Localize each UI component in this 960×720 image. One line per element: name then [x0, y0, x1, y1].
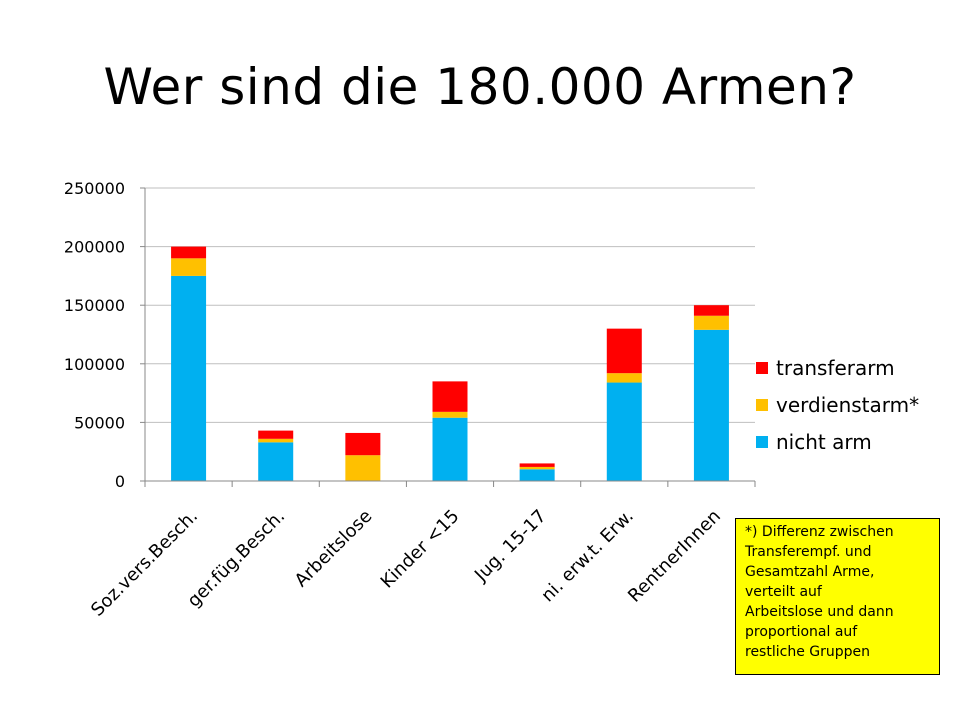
- bar-transferarm: [693, 305, 729, 316]
- bar-transferarm: [258, 430, 294, 439]
- bar-transferarm: [606, 328, 642, 374]
- bar-nicht-arm: [519, 469, 555, 481]
- gridlines: [145, 187, 755, 423]
- legend-swatch: [756, 362, 768, 374]
- y-tick-label: 150000: [64, 296, 125, 315]
- x-tick-labels: Soz.vers.Besch.ger.füg.Besch. Arbeitslose…: [87, 506, 725, 621]
- y-tick-label: 100000: [64, 355, 125, 374]
- x-tick-label: Jug. 15-17: [470, 506, 551, 587]
- bar-nicht-arm: [693, 329, 729, 481]
- y-tick-label: 250000: [64, 179, 125, 198]
- bar-verdienstarm: [258, 438, 294, 443]
- legend-label: transferarm: [776, 356, 895, 380]
- bar-verdienstarm: [519, 466, 555, 470]
- y-tick-label: 200000: [64, 238, 125, 257]
- bars: [171, 246, 729, 481]
- legend-label: nicht arm: [776, 430, 872, 454]
- bar-transferarm: [171, 246, 207, 259]
- y-tick-label: 0: [115, 472, 125, 491]
- legend-label: verdienstarm*: [776, 393, 919, 417]
- legend: transferarm verdienstarm* nicht arm: [756, 356, 919, 454]
- bar-nicht-arm: [258, 442, 294, 481]
- bar-nicht-arm: [432, 417, 468, 481]
- bar-verdienstarm: [171, 258, 207, 276]
- bar-verdienstarm: [432, 411, 468, 418]
- legend-swatch: [756, 436, 768, 448]
- bar-nicht-arm: [606, 382, 642, 481]
- y-tick-labels: 0 50000 100000 150000 200000 250000: [64, 179, 125, 491]
- bar-transferarm: [345, 432, 381, 456]
- slide-title: Wer sind die 180.000 Armen?: [103, 58, 857, 116]
- y-tick-label: 50000: [74, 413, 125, 432]
- bar-verdienstarm: [606, 373, 642, 383]
- footnote-box: *) Differenz zwischen Transferempf. und …: [735, 518, 940, 675]
- x-tick-label: RentnerInnen: [624, 506, 725, 607]
- bar-transferarm: [519, 463, 555, 467]
- bar-verdienstarm: [693, 315, 729, 330]
- bar-transferarm: [432, 381, 468, 412]
- x-tick-label: Soz.vers.Besch.: [87, 506, 202, 621]
- bar-nicht-arm: [171, 275, 207, 481]
- x-tick-label: Kinder <15: [377, 506, 464, 593]
- x-tick-label: ni. erw.t. Erw.: [537, 506, 638, 607]
- legend-swatch: [756, 399, 768, 411]
- x-tick-label: Arbeitslose: [291, 506, 377, 592]
- bar-verdienstarm: [345, 455, 381, 481]
- axes: [140, 187, 756, 487]
